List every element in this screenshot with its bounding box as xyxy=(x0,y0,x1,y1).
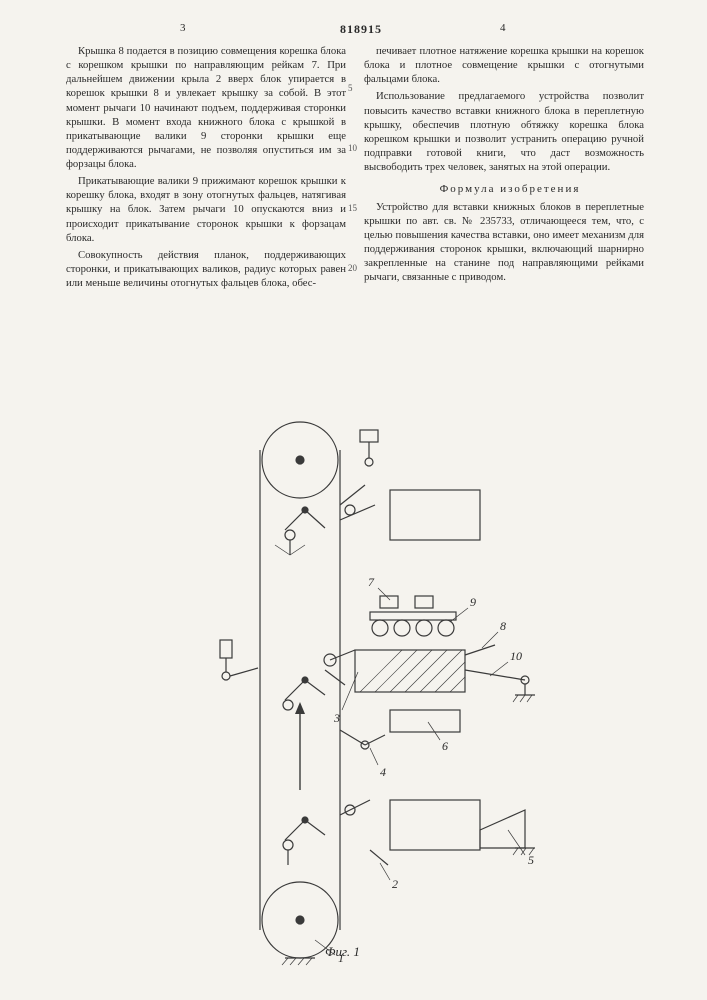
paragraph: Крышка 8 подается в позицию совмещения к… xyxy=(66,44,346,171)
paragraph: Совокупность действия планок, поддержива… xyxy=(66,248,346,290)
callout-6: 6 xyxy=(442,739,448,753)
left-column: Крышка 8 подается в позицию совмещения к… xyxy=(66,44,346,293)
page-number-right: 4 xyxy=(500,22,506,34)
callout-7: 7 xyxy=(368,575,375,589)
document-number: 818915 xyxy=(340,22,382,37)
paragraph: Использование предлагаемого устройства п… xyxy=(364,89,644,174)
figure-1: 1 2 3 4 5 6 7 8 9 10 Фиг. 1 xyxy=(130,410,570,970)
callout-5: 5 xyxy=(528,853,534,867)
callout-3: 3 xyxy=(333,711,340,725)
diagram-svg: 1 2 3 4 5 6 7 8 9 10 xyxy=(130,410,570,970)
callout-10: 10 xyxy=(510,649,522,663)
callout-4: 4 xyxy=(380,765,386,779)
right-column: печивает плотное натяжение корешка крышк… xyxy=(364,44,644,293)
paragraph: Прикатывающие валики 9 прижимают корешок… xyxy=(66,174,346,245)
callout-2: 2 xyxy=(392,877,398,891)
figure-label: Фиг. 1 xyxy=(325,944,360,960)
paragraph: печивает плотное натяжение корешка крышк… xyxy=(364,44,644,86)
page-number-left: 3 xyxy=(180,22,186,34)
paragraph: Устройство для вставки книжных блоков в … xyxy=(364,200,644,285)
callout-8: 8 xyxy=(500,619,506,633)
text-columns: Крышка 8 подается в позицию совмещения к… xyxy=(66,44,644,293)
formula-heading: Формула изобретения xyxy=(364,182,644,197)
callout-9: 9 xyxy=(470,595,476,609)
